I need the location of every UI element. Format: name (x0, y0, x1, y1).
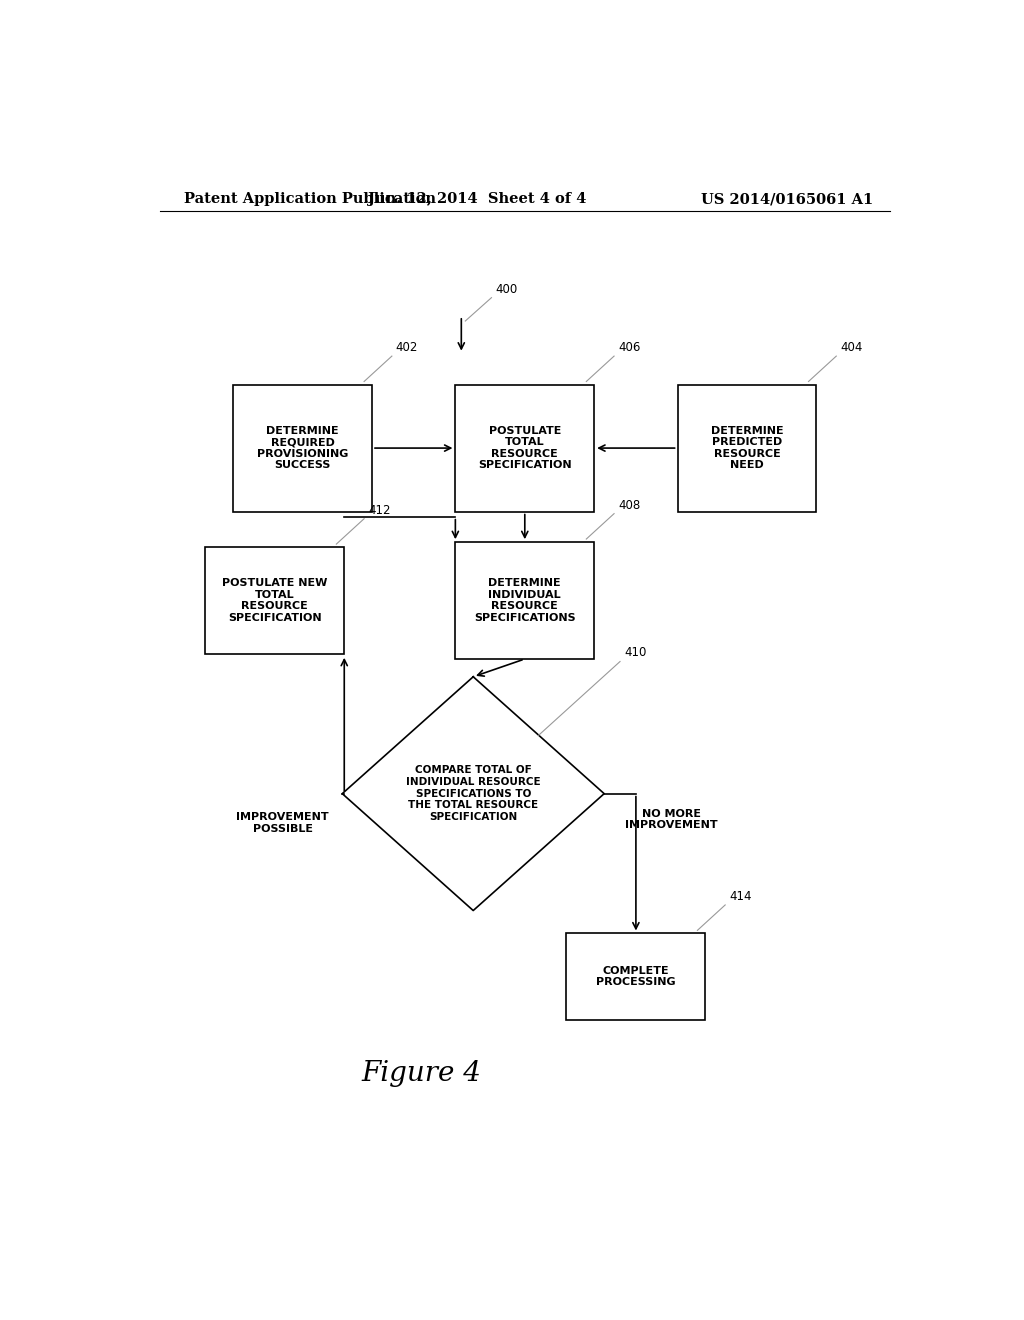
Text: US 2014/0165061 A1: US 2014/0165061 A1 (700, 191, 872, 206)
Text: Figure 4: Figure 4 (361, 1060, 481, 1086)
Text: 406: 406 (618, 341, 640, 354)
Text: POSTULATE NEW
TOTAL
RESOURCE
SPECIFICATION: POSTULATE NEW TOTAL RESOURCE SPECIFICATI… (222, 578, 328, 623)
Text: 410: 410 (624, 647, 646, 660)
Text: Jun. 12, 2014  Sheet 4 of 4: Jun. 12, 2014 Sheet 4 of 4 (368, 191, 587, 206)
Text: POSTULATE
TOTAL
RESOURCE
SPECIFICATION: POSTULATE TOTAL RESOURCE SPECIFICATION (478, 425, 571, 470)
Text: 402: 402 (396, 341, 418, 354)
Text: 412: 412 (368, 504, 390, 516)
Text: Patent Application Publication: Patent Application Publication (183, 191, 435, 206)
Text: DETERMINE
INDIVIDUAL
RESOURCE
SPECIFICATIONS: DETERMINE INDIVIDUAL RESOURCE SPECIFICAT… (474, 578, 575, 623)
Bar (456, 384, 594, 512)
Bar (566, 933, 706, 1020)
Text: DETERMINE
PREDICTED
RESOURCE
NEED: DETERMINE PREDICTED RESOURCE NEED (711, 425, 783, 470)
Text: 400: 400 (496, 282, 518, 296)
Text: COMPLETE
PROCESSING: COMPLETE PROCESSING (596, 966, 676, 987)
Bar (206, 548, 344, 653)
Text: DETERMINE
REQUIRED
PROVISIONING
SUCCESS: DETERMINE REQUIRED PROVISIONING SUCCESS (257, 425, 348, 470)
Text: 414: 414 (729, 890, 752, 903)
Text: 408: 408 (618, 499, 640, 512)
Text: IMPROVEMENT
POSSIBLE: IMPROVEMENT POSSIBLE (237, 812, 329, 833)
Text: 404: 404 (841, 341, 862, 354)
Text: NO MORE
IMPROVEMENT: NO MORE IMPROVEMENT (626, 809, 718, 830)
Bar (678, 384, 816, 512)
Bar (233, 384, 372, 512)
Text: COMPARE TOTAL OF
INDIVIDUAL RESOURCE
SPECIFICATIONS TO
THE TOTAL RESOURCE
SPECIF: COMPARE TOTAL OF INDIVIDUAL RESOURCE SPE… (406, 766, 541, 822)
Bar (456, 543, 594, 659)
